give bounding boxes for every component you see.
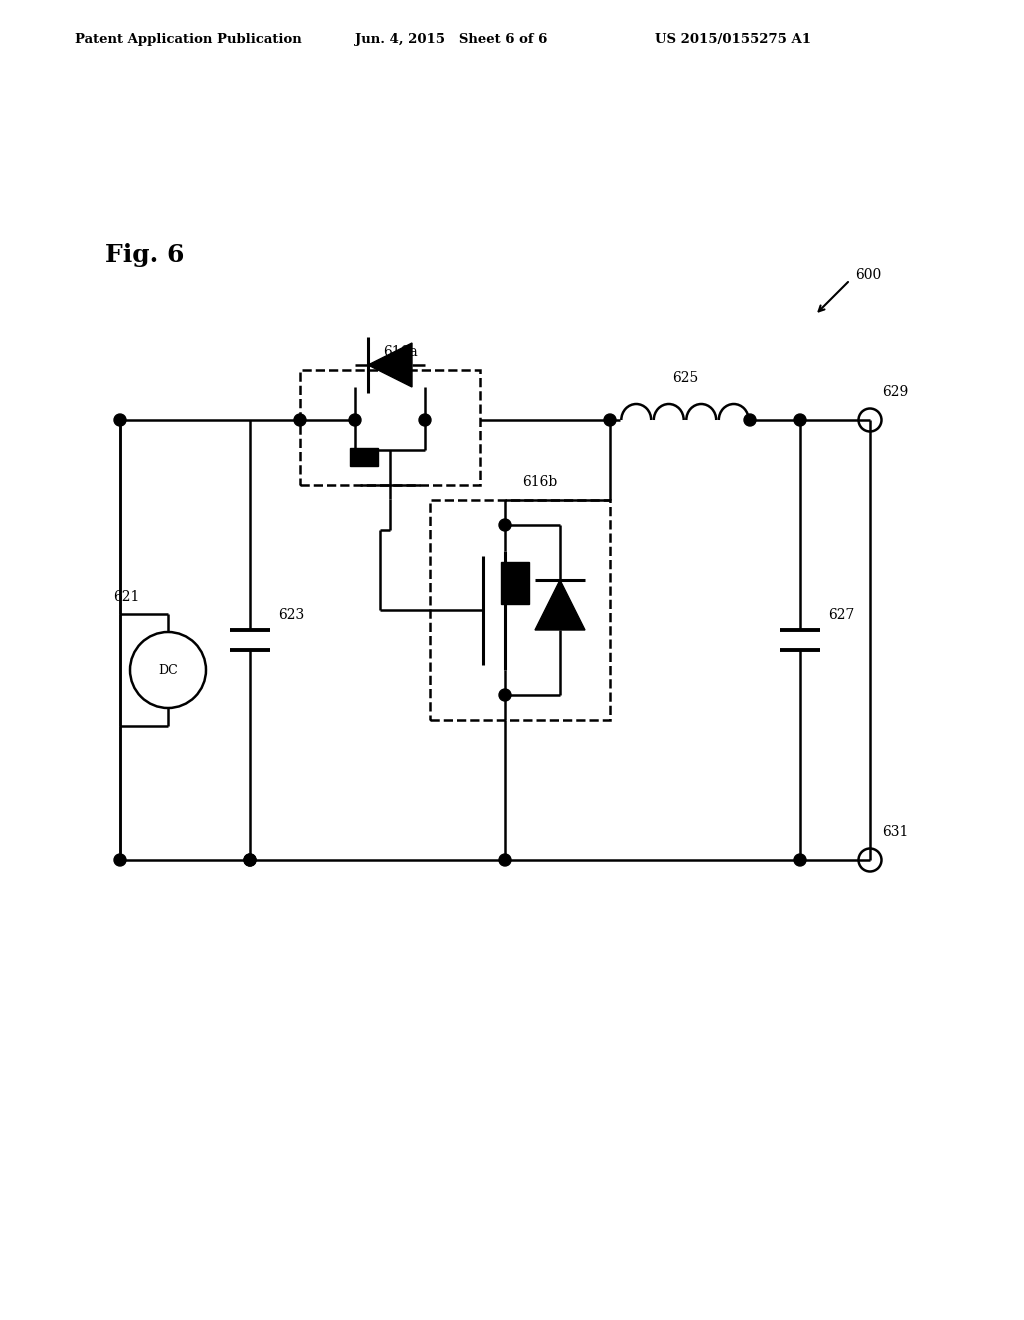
- Text: US 2015/0155275 A1: US 2015/0155275 A1: [655, 33, 811, 46]
- Circle shape: [604, 414, 616, 426]
- Text: 631: 631: [882, 825, 908, 840]
- Circle shape: [244, 854, 256, 866]
- Text: 616a: 616a: [383, 345, 418, 359]
- Circle shape: [349, 414, 361, 426]
- Text: 629: 629: [882, 385, 908, 399]
- Text: 616b: 616b: [522, 475, 558, 488]
- Circle shape: [419, 414, 431, 426]
- Text: 625: 625: [672, 371, 698, 385]
- Circle shape: [794, 854, 806, 866]
- Circle shape: [294, 414, 306, 426]
- Circle shape: [499, 519, 511, 531]
- Circle shape: [499, 689, 511, 701]
- Bar: [501, 562, 529, 605]
- Circle shape: [499, 854, 511, 866]
- Text: Jun. 4, 2015   Sheet 6 of 6: Jun. 4, 2015 Sheet 6 of 6: [355, 33, 548, 46]
- Text: 600: 600: [855, 268, 882, 282]
- Polygon shape: [368, 343, 412, 387]
- Text: Fig. 6: Fig. 6: [105, 243, 184, 267]
- Text: 627: 627: [828, 609, 854, 622]
- Polygon shape: [535, 579, 585, 630]
- Bar: [350, 447, 378, 466]
- Circle shape: [244, 854, 256, 866]
- Text: Patent Application Publication: Patent Application Publication: [75, 33, 302, 46]
- Circle shape: [114, 854, 126, 866]
- Text: 623: 623: [278, 609, 304, 622]
- Bar: [430, 500, 610, 719]
- Text: 621: 621: [113, 590, 139, 605]
- Text: DC: DC: [158, 664, 178, 676]
- Bar: [300, 370, 480, 484]
- Circle shape: [744, 414, 756, 426]
- Circle shape: [114, 414, 126, 426]
- Circle shape: [794, 414, 806, 426]
